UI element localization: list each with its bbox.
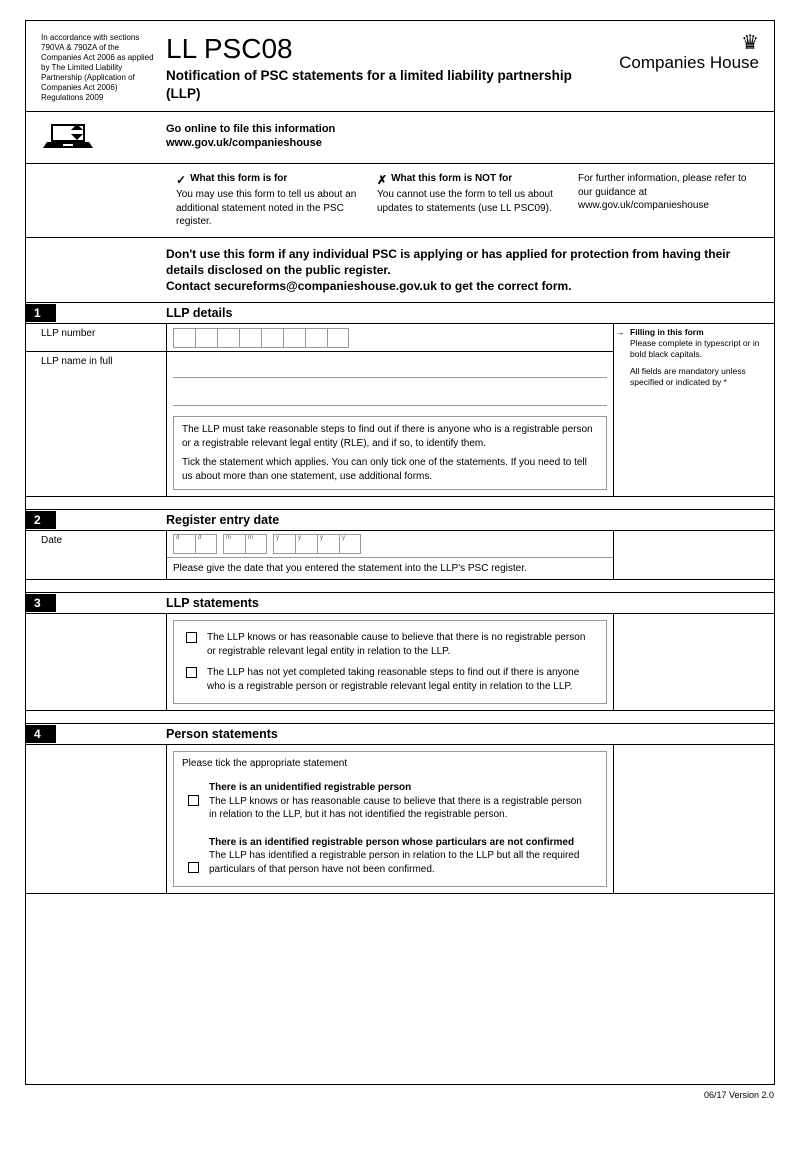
section-2-title: Register entry date xyxy=(166,510,279,530)
section-4-title: Person statements xyxy=(166,724,278,744)
checkbox-icon[interactable] xyxy=(186,667,197,678)
llp-number-input[interactable] xyxy=(167,324,613,352)
date-instruction: Please give the date that you entered th… xyxy=(167,558,613,579)
legal-reference: In accordance with sections 790VA & 790Z… xyxy=(41,33,166,103)
section-2-body: Date d d m m y y y y xyxy=(26,531,774,580)
title-block: LL PSC08 Notification of PSC statements … xyxy=(166,33,584,103)
warning: Don't use this form if any individual PS… xyxy=(26,238,774,304)
footer-version: 06/17 Version 2.0 xyxy=(704,1090,774,1100)
section-4-header: 4 Person statements xyxy=(26,723,774,745)
warning-line1: Don't use this form if any individual PS… xyxy=(166,246,759,278)
section-1-body: LLP number LLP name in full The LLP must… xyxy=(26,324,774,497)
date-input[interactable]: d d m m y y y y xyxy=(167,531,613,558)
section-1-sidebar: → Filling in this form Please complete i… xyxy=(614,324,774,496)
s4-intro: Please tick the appropriate statement xyxy=(182,758,598,769)
section-2-num: 2 xyxy=(26,511,56,529)
section-1-header: 1 LLP details xyxy=(26,303,774,324)
checkbox-icon[interactable] xyxy=(186,632,197,643)
header: In accordance with sections 790VA & 790Z… xyxy=(26,21,774,112)
laptop-icon xyxy=(41,122,166,155)
llp-name-label: LLP name in full xyxy=(26,352,166,371)
form-page: In accordance with sections 790VA & 790Z… xyxy=(25,20,775,1085)
checkbox-icon[interactable] xyxy=(188,862,199,873)
warning-line2: Contact secureforms@companieshouse.gov.u… xyxy=(166,278,759,294)
online-line1: Go online to file this information xyxy=(166,122,335,136)
logo-text: Companies House xyxy=(584,53,759,73)
section-2-header: 2 Register entry date xyxy=(26,509,774,531)
llp-number-label: LLP number xyxy=(26,324,166,352)
check-icon: ✓ xyxy=(176,172,186,188)
form-code: LL PSC08 xyxy=(166,33,584,65)
section-1-num: 1 xyxy=(26,304,56,322)
online-text: Go online to file this information www.g… xyxy=(166,122,335,151)
date-label: Date xyxy=(26,531,166,550)
online-line2: www.gov.uk/companieshouse xyxy=(166,136,335,150)
form-title: Notification of PSC statements for a lim… xyxy=(166,67,584,102)
arrow-icon: → xyxy=(616,327,625,338)
checkbox-icon[interactable] xyxy=(188,795,199,806)
s3-option-2[interactable]: The LLP has not yet completed taking rea… xyxy=(180,662,600,697)
section-3-header: 3 LLP statements xyxy=(26,592,774,614)
section-3-num: 3 xyxy=(26,594,56,612)
logo: ♛ Companies House xyxy=(584,33,759,103)
info-columns: ✓What this form is for You may use this … xyxy=(26,164,774,238)
section-3-title: LLP statements xyxy=(166,593,259,613)
online-info: Go online to file this information www.g… xyxy=(26,112,774,164)
llp-name-input[interactable] xyxy=(167,352,613,410)
section-1-instructions: The LLP must take reasonable steps to fi… xyxy=(173,416,607,490)
info-for: ✓What this form is for You may use this … xyxy=(176,172,357,229)
section-4-num: 4 xyxy=(26,725,56,743)
s4-option-2[interactable]: There is an identified registrable perso… xyxy=(182,832,598,881)
section-4-body: Please tick the appropriate statement Th… xyxy=(26,745,774,894)
x-icon: ✗ xyxy=(377,172,387,188)
s3-option-1[interactable]: The LLP knows or has reasonable cause to… xyxy=(180,627,600,662)
info-further: For further information, please refer to… xyxy=(578,172,759,229)
info-not-for: ✗What this form is NOT for You cannot us… xyxy=(377,172,558,229)
s4-option-1[interactable]: There is an unidentified registrable per… xyxy=(182,777,598,826)
section-3-body: The LLP knows or has reasonable cause to… xyxy=(26,614,774,711)
section-1-title: LLP details xyxy=(166,303,232,323)
crown-icon: ♛ xyxy=(584,33,759,53)
